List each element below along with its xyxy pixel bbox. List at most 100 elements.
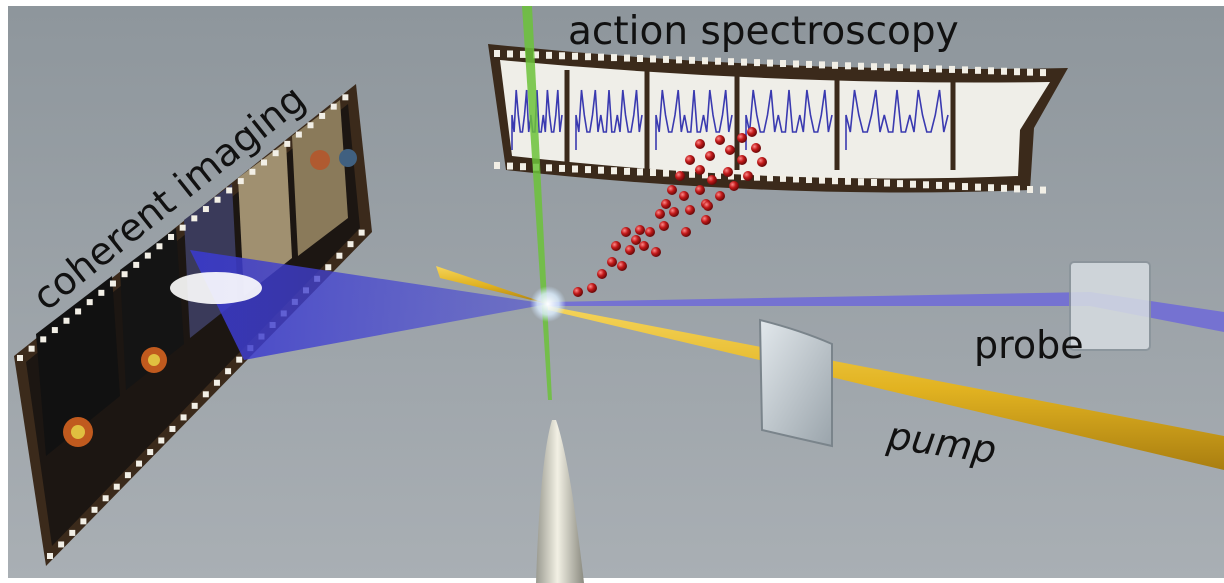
perforation bbox=[572, 52, 578, 60]
scatter-glow bbox=[170, 272, 262, 304]
spectrum-trace bbox=[845, 89, 949, 150]
perforation bbox=[728, 58, 734, 66]
perforation bbox=[98, 289, 105, 296]
perforation bbox=[975, 66, 981, 74]
perforation bbox=[624, 54, 630, 62]
perforation bbox=[1027, 185, 1033, 193]
perforation bbox=[191, 215, 198, 222]
perforation bbox=[144, 252, 151, 259]
perforation bbox=[962, 66, 968, 74]
perforation bbox=[507, 162, 513, 170]
perforation bbox=[949, 65, 955, 73]
particle bbox=[705, 151, 715, 161]
perforation bbox=[336, 252, 343, 259]
perforation bbox=[897, 180, 903, 188]
particle bbox=[661, 199, 671, 209]
particle bbox=[607, 257, 617, 267]
perforation bbox=[58, 541, 65, 548]
particle bbox=[681, 227, 691, 237]
particle bbox=[639, 241, 649, 251]
perforation bbox=[237, 178, 244, 185]
perforation bbox=[213, 379, 220, 386]
particle bbox=[625, 245, 635, 255]
perforation bbox=[295, 131, 302, 138]
perforation bbox=[168, 233, 175, 240]
perforation bbox=[546, 51, 552, 59]
perforation bbox=[650, 169, 656, 177]
perforation bbox=[559, 164, 565, 172]
perforation bbox=[284, 140, 291, 147]
perforation bbox=[637, 55, 643, 63]
perforation bbox=[689, 56, 695, 64]
perforation bbox=[650, 55, 656, 63]
interaction-point bbox=[530, 286, 566, 322]
perforation bbox=[358, 229, 365, 236]
perforation bbox=[793, 60, 799, 68]
perforation bbox=[767, 59, 773, 67]
perforation bbox=[191, 402, 198, 409]
perforation bbox=[47, 553, 53, 559]
perforation bbox=[180, 414, 187, 421]
perforation bbox=[1040, 69, 1046, 77]
perforation bbox=[936, 65, 942, 73]
perforation bbox=[226, 187, 233, 194]
perforation bbox=[832, 61, 838, 69]
spectrum-trace bbox=[745, 89, 833, 150]
perforation bbox=[923, 65, 929, 73]
perforation bbox=[169, 425, 176, 432]
particle bbox=[667, 185, 677, 195]
perforation bbox=[75, 308, 82, 315]
perforation bbox=[845, 177, 851, 185]
perforation bbox=[715, 171, 721, 179]
mirror bbox=[758, 318, 833, 448]
perforation bbox=[663, 55, 669, 63]
perforation bbox=[136, 460, 143, 467]
perforation bbox=[202, 206, 209, 213]
particle bbox=[715, 191, 725, 201]
perforation bbox=[702, 171, 708, 179]
perforation bbox=[858, 62, 864, 70]
particle bbox=[617, 261, 627, 271]
perforation bbox=[113, 483, 120, 490]
perforation bbox=[923, 181, 929, 189]
perforation bbox=[109, 280, 116, 287]
particle bbox=[659, 221, 669, 231]
particle bbox=[685, 205, 695, 215]
perforation bbox=[347, 241, 354, 248]
perforation bbox=[572, 165, 578, 173]
perforation bbox=[806, 60, 812, 68]
perforation bbox=[179, 224, 186, 231]
perforation bbox=[780, 174, 786, 182]
perforation bbox=[494, 162, 500, 169]
perforation bbox=[147, 449, 154, 456]
perforation bbox=[585, 53, 591, 61]
perforation bbox=[858, 178, 864, 186]
perforation bbox=[133, 261, 140, 268]
perforation bbox=[28, 345, 35, 352]
perforation bbox=[272, 150, 279, 157]
perforation bbox=[80, 518, 87, 525]
perforation bbox=[319, 112, 326, 119]
film-strip-spectroscopy bbox=[488, 44, 1068, 194]
perforation bbox=[832, 177, 838, 185]
perforation bbox=[325, 264, 332, 271]
particle bbox=[679, 191, 689, 201]
perforation bbox=[611, 54, 617, 62]
perforation bbox=[63, 317, 70, 324]
perforation bbox=[871, 178, 877, 186]
perforation bbox=[1001, 67, 1007, 75]
perforation bbox=[780, 60, 786, 68]
perforation bbox=[520, 50, 526, 58]
perforation bbox=[17, 355, 23, 361]
perforation bbox=[121, 271, 128, 278]
perforation bbox=[988, 184, 994, 192]
perforation bbox=[1014, 185, 1020, 193]
perforation bbox=[793, 175, 799, 183]
particle bbox=[669, 207, 679, 217]
perforation bbox=[884, 179, 890, 187]
perforation bbox=[559, 52, 565, 60]
particle bbox=[695, 185, 705, 195]
particle bbox=[597, 269, 607, 279]
probe-beam bbox=[548, 292, 1224, 332]
particle bbox=[725, 145, 735, 155]
